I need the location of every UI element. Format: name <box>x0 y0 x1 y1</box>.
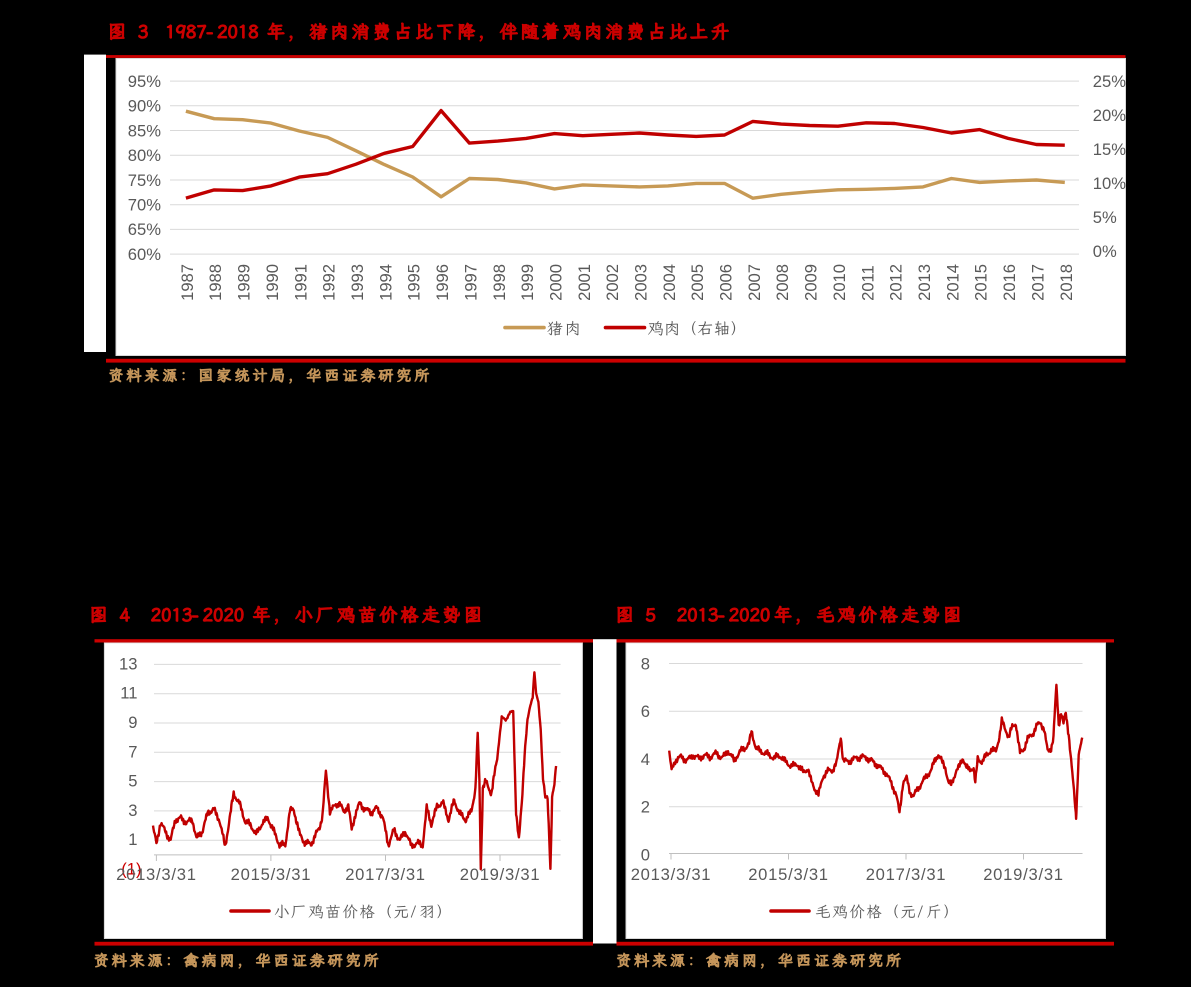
svg-text:2: 2 <box>641 798 650 817</box>
svg-text:1993: 1993 <box>348 264 367 301</box>
svg-text:2009: 2009 <box>802 264 821 301</box>
svg-text:8: 8 <box>641 654 650 673</box>
svg-text:2018: 2018 <box>1057 264 1076 301</box>
svg-text:2000: 2000 <box>547 264 566 301</box>
svg-text:2015/3/31: 2015/3/31 <box>231 865 312 884</box>
svg-text:1991: 1991 <box>291 264 310 301</box>
svg-text:2017: 2017 <box>1028 264 1047 301</box>
svg-text:1998: 1998 <box>490 264 509 301</box>
svg-text:2010: 2010 <box>830 264 849 301</box>
svg-text:9: 9 <box>128 713 137 732</box>
svg-text:1988: 1988 <box>206 264 225 301</box>
svg-text:13: 13 <box>119 654 137 673</box>
svg-text:2008: 2008 <box>773 264 792 301</box>
svg-text:0: 0 <box>641 845 650 864</box>
svg-text:0%: 0% <box>1093 242 1117 261</box>
svg-text:2002: 2002 <box>603 264 622 301</box>
svg-text:70%: 70% <box>128 195 161 214</box>
svg-text:4: 4 <box>641 750 650 769</box>
svg-text:2007: 2007 <box>745 264 764 301</box>
svg-text:7: 7 <box>128 742 137 761</box>
svg-text:2019/3/31: 2019/3/31 <box>983 865 1064 884</box>
svg-text:65%: 65% <box>128 220 161 239</box>
svg-text:15%: 15% <box>1093 140 1126 159</box>
svg-text:1996: 1996 <box>433 264 452 301</box>
svg-text:85%: 85% <box>128 121 161 140</box>
svg-text:2011: 2011 <box>858 265 877 301</box>
svg-text:20%: 20% <box>1093 106 1126 125</box>
svg-text:1999: 1999 <box>518 264 537 301</box>
svg-text:10%: 10% <box>1093 174 1126 193</box>
svg-text:1: 1 <box>128 830 137 849</box>
svg-text:2012: 2012 <box>887 264 906 301</box>
svg-text:2003: 2003 <box>632 264 651 301</box>
svg-text:11: 11 <box>120 684 137 703</box>
svg-text:25%: 25% <box>1093 72 1126 91</box>
svg-text:1994: 1994 <box>376 264 395 301</box>
svg-text:2013/3/31: 2013/3/31 <box>116 865 197 884</box>
svg-text:2019/3/31: 2019/3/31 <box>460 865 541 884</box>
svg-text:1990: 1990 <box>263 264 282 301</box>
svg-text:2004: 2004 <box>660 264 679 301</box>
svg-text:1987: 1987 <box>178 264 197 301</box>
svg-text:1989: 1989 <box>235 264 254 301</box>
svg-text:2015: 2015 <box>972 264 991 301</box>
svg-text:1995: 1995 <box>405 264 424 301</box>
svg-text:75%: 75% <box>128 171 161 190</box>
svg-text:2005: 2005 <box>688 264 707 301</box>
svg-text:2017/3/31: 2017/3/31 <box>866 865 947 884</box>
svg-text:90%: 90% <box>128 97 161 116</box>
svg-text:2016: 2016 <box>1000 264 1019 301</box>
svg-text:6: 6 <box>641 702 650 721</box>
svg-text:2006: 2006 <box>717 264 736 301</box>
svg-text:2014: 2014 <box>943 264 962 301</box>
svg-text:2017/3/31: 2017/3/31 <box>345 865 426 884</box>
svg-text:2013/3/31: 2013/3/31 <box>631 865 712 884</box>
svg-text:80%: 80% <box>128 146 161 165</box>
svg-text:2013: 2013 <box>915 264 934 301</box>
svg-text:5%: 5% <box>1093 208 1117 227</box>
svg-text:2001: 2001 <box>575 264 594 301</box>
svg-text:3: 3 <box>128 801 137 820</box>
svg-text:1992: 1992 <box>320 264 339 301</box>
svg-text:5: 5 <box>128 772 137 791</box>
svg-text:(1): (1) <box>121 860 141 879</box>
svg-text:95%: 95% <box>128 72 161 91</box>
svg-text:2015/3/31: 2015/3/31 <box>748 865 829 884</box>
svg-text:1997: 1997 <box>461 264 480 301</box>
svg-text:60%: 60% <box>128 245 161 264</box>
